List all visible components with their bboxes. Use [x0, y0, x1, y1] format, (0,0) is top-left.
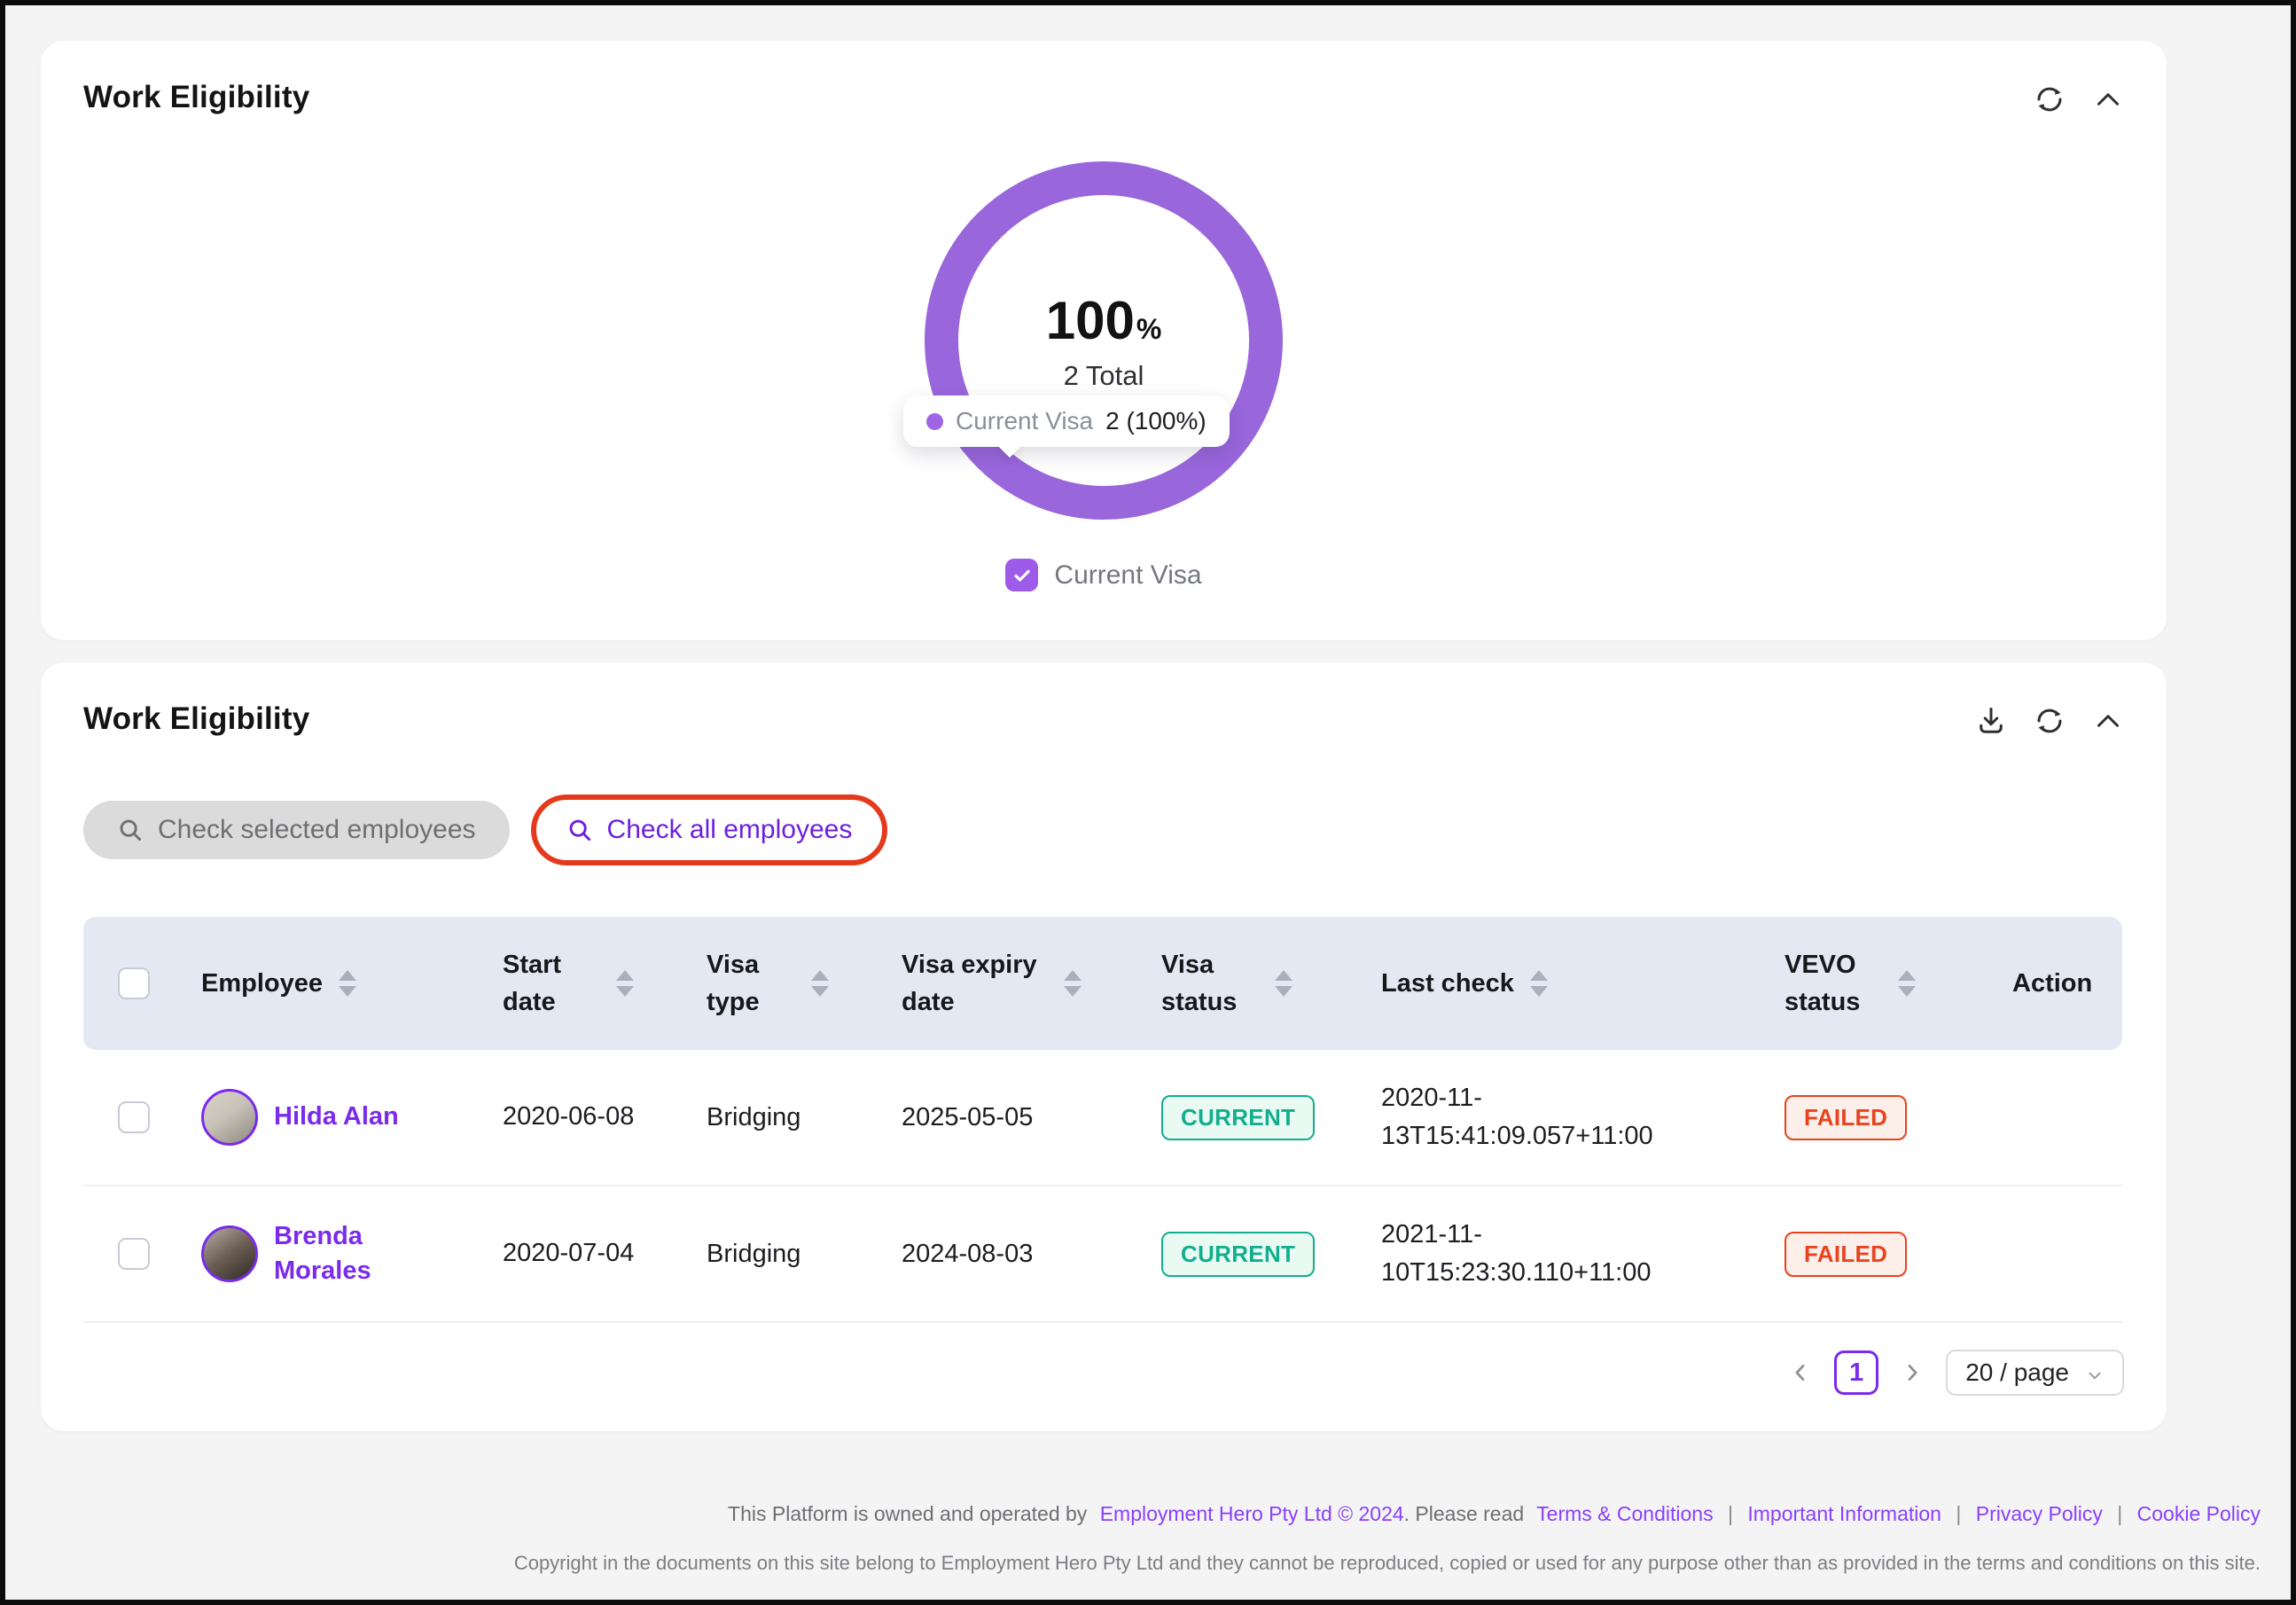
check-all-employees-button[interactable]: Check all employees — [530, 795, 888, 865]
column-header-action: Action — [2012, 968, 2093, 998]
donut-ring — [925, 161, 1283, 520]
column-header-visa-expiry-date: Visa expiry date — [902, 950, 1037, 1016]
previous-page-icon[interactable] — [1788, 1360, 1813, 1385]
chart-card-title: Work Eligibility — [83, 80, 310, 114]
page-size-value: 20 / page — [1965, 1358, 2069, 1386]
column-header-start-date: Start date — [503, 950, 562, 1016]
check-all-label: Check all employees — [606, 815, 853, 844]
cookie-policy-link[interactable]: Cookie Policy — [2136, 1502, 2261, 1525]
footer-separator: | — [1727, 1502, 1733, 1525]
legend-label: Current Visa — [1054, 560, 1202, 590]
work-eligibility-table-card: Work Eligibility — [41, 662, 2167, 1431]
tooltip-series-label: Current Visa — [956, 407, 1094, 435]
avatar[interactable] — [201, 1089, 258, 1146]
terms-conditions-link[interactable]: Terms & Conditions — [1536, 1502, 1714, 1525]
avatar[interactable] — [201, 1225, 258, 1282]
donut-percent-symbol: % — [1136, 312, 1162, 345]
check-selected-employees-button[interactable]: Check selected employees — [83, 801, 510, 859]
visa-status-badge: CURRENT — [1161, 1231, 1316, 1277]
visa-expiry-cell: 2024-08-03 — [902, 1239, 1034, 1268]
last-check-cell: 2021-11-10T15:23:30.110+11:00 — [1381, 1219, 1652, 1288]
check-icon — [1014, 569, 1030, 582]
page-1-button[interactable]: 1 — [1834, 1351, 1879, 1395]
table-card-title: Work Eligibility — [83, 701, 310, 736]
footer-separator: | — [2117, 1502, 2123, 1525]
tooltip-series-dot — [926, 412, 943, 430]
tooltip-series-value: 2 (100%) — [1105, 407, 1207, 435]
vevo-status-badge: FAILED — [1784, 1094, 1908, 1140]
employee-name-link[interactable]: Hilda Alan — [274, 1102, 399, 1131]
footer-separator: | — [1956, 1502, 1962, 1525]
employment-hero-link[interactable]: Employment Hero Pty Ltd © 2024 — [1099, 1502, 1404, 1525]
legend-checkbox-current-visa[interactable] — [1005, 559, 1039, 591]
pagination: 1 20 / page — [1788, 1350, 2124, 1396]
select-all-checkbox[interactable] — [117, 967, 150, 999]
page-size-select[interactable]: 20 / page — [1946, 1350, 2124, 1396]
footer-text: . Please read — [1403, 1502, 1525, 1525]
column-header-last-check: Last check — [1381, 968, 1514, 998]
collapse-chevron-up-icon[interactable] — [2092, 705, 2124, 737]
employee-name-link[interactable]: Brenda Morales — [274, 1221, 371, 1285]
row-checkbox[interactable] — [117, 1101, 150, 1133]
search-icon — [569, 819, 590, 842]
chart-card-actions — [2034, 83, 2124, 115]
search-icon — [120, 819, 142, 842]
footer-line1: This Platform is owned and operated by E… — [310, 1502, 2261, 1526]
chevron-down-icon — [2085, 1363, 2105, 1382]
check-buttons-row: Check selected employees Check all emplo… — [83, 795, 888, 865]
column-header-visa-type: Visa type — [707, 950, 760, 1016]
refresh-icon[interactable] — [2034, 705, 2066, 737]
table-row: Brenda Morales 2020-07-04 Bridging 2024-… — [83, 1186, 2122, 1323]
sort-arrows-icon[interactable] — [1529, 969, 1548, 997]
vevo-status-badge: FAILED — [1784, 1231, 1908, 1277]
check-selected-label: Check selected employees — [158, 815, 476, 844]
column-header-visa-status: Visa status — [1161, 950, 1238, 1016]
sort-arrows-icon[interactable] — [616, 970, 634, 997]
footer-line2: Copyright in the documents on this site … — [513, 1552, 2261, 1574]
important-information-link[interactable]: Important Information — [1747, 1502, 1941, 1525]
site-footer: This Platform is owned and operated by E… — [310, 1502, 2261, 1600]
sort-arrows-icon[interactable] — [1064, 970, 1082, 997]
table-header-row: Employee Start date Visa type — [83, 917, 2122, 1050]
donut-center-label: 100 % 2 Total — [918, 154, 1290, 527]
donut-percent-value: 100 — [1045, 290, 1135, 350]
visa-expiry-cell: 2025-05-05 — [902, 1102, 1034, 1131]
refresh-icon[interactable] — [2034, 83, 2066, 115]
chart-tooltip: Current Visa 2 (100%) — [903, 395, 1230, 447]
visa-status-badge: CURRENT — [1161, 1094, 1316, 1140]
visa-type-cell: Bridging — [707, 1239, 801, 1268]
sort-arrows-icon[interactable] — [811, 970, 829, 997]
row-checkbox[interactable] — [117, 1238, 150, 1270]
chart-legend: Current Visa — [41, 559, 2167, 591]
work-eligibility-chart-card: Work Eligibility — [41, 41, 2167, 640]
sort-arrows-icon[interactable] — [1275, 970, 1292, 997]
donut-chart[interactable]: 100 % 2 Total — [918, 154, 1290, 527]
footer-text: This Platform is owned and operated by — [728, 1502, 1088, 1525]
donut-total-label: 2 Total — [1063, 359, 1144, 391]
table-card-actions — [1975, 705, 2124, 737]
download-icon[interactable] — [1975, 705, 2007, 737]
next-page-icon[interactable] — [1900, 1360, 1925, 1385]
start-date-cell: 2020-07-04 — [503, 1239, 635, 1268]
column-header-vevo-status: VEVO status — [1784, 950, 1861, 1016]
column-header-employee: Employee — [201, 968, 323, 998]
collapse-chevron-up-icon[interactable] — [2092, 83, 2124, 115]
sort-arrows-icon[interactable] — [339, 969, 356, 997]
last-check-cell: 2020-11-13T15:41:09.057+11:00 — [1381, 1083, 1653, 1151]
privacy-policy-link[interactable]: Privacy Policy — [1975, 1502, 2103, 1525]
start-date-cell: 2020-06-08 — [503, 1102, 635, 1131]
sort-arrows-icon[interactable] — [1898, 970, 1916, 997]
visa-type-cell: Bridging — [707, 1102, 801, 1131]
table-row: Hilda Alan 2020-06-08 Bridging 2025-05-0… — [83, 1050, 2122, 1186]
work-eligibility-table: Employee Start date Visa type — [83, 917, 2122, 1323]
